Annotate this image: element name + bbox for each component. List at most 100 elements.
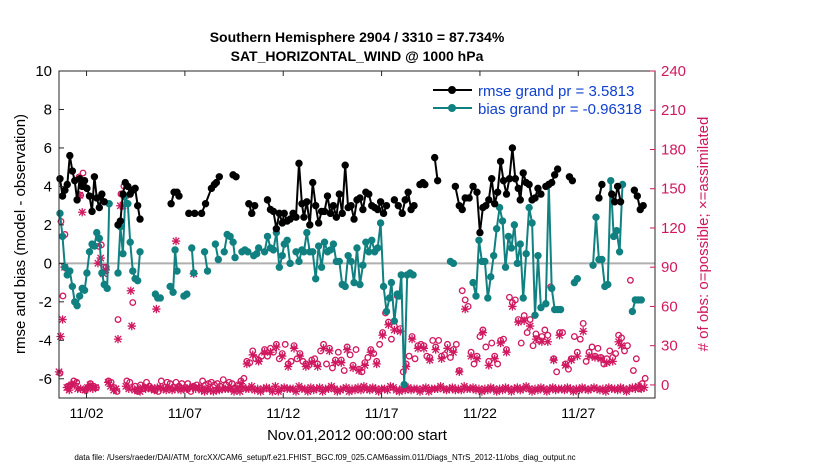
rmse-point	[401, 196, 409, 204]
obs-assimilated-point	[390, 325, 399, 335]
obs-assimilated-point	[362, 384, 371, 394]
rmse-point	[410, 201, 418, 210]
obs-assimilated-point	[480, 384, 490, 394]
rmse-point	[90, 173, 99, 181]
rmse-point	[311, 201, 320, 210]
obs-assimilated-point	[595, 385, 605, 395]
obs-assimilated-point	[425, 355, 434, 365]
plot-area	[59, 71, 655, 398]
obs-assimilated-point	[278, 351, 287, 361]
right-y-tick-label: 210	[661, 102, 686, 119]
rmse-line-segment	[610, 185, 622, 203]
rmse-point	[80, 176, 89, 185]
obs-possible-point	[523, 329, 531, 337]
bias-point	[615, 248, 624, 256]
axes-frame	[58, 70, 656, 399]
obs-assimilated-point	[70, 379, 79, 388]
rmse-point	[124, 182, 132, 191]
obs-assimilated-point	[289, 344, 299, 353]
obs-assimilated-point	[510, 384, 519, 394]
bias-point	[200, 248, 209, 256]
obs-assimilated-point	[490, 354, 499, 363]
right-y-axis-label: # of obs: o=possible; ×=assimilated	[695, 117, 712, 352]
obs-possible-point	[461, 296, 469, 304]
obs-possible-point	[511, 296, 519, 304]
rmse-point	[272, 225, 281, 233]
bias-point	[133, 276, 142, 285]
bias-point	[598, 255, 606, 264]
bias-point	[286, 259, 294, 268]
rmse-point	[553, 165, 562, 173]
bias-point	[373, 244, 382, 252]
bias-point	[376, 219, 385, 227]
bias-point	[335, 257, 343, 266]
bias-point	[481, 257, 489, 266]
obs-assimilated-point	[579, 327, 588, 336]
left-y-axis-ticks: -6 -4 -2 0 2 4 6 8 10	[35, 63, 64, 388]
bias-point	[607, 176, 615, 185]
rmse-point	[98, 190, 106, 198]
rmse-point	[338, 209, 346, 218]
bias-point	[347, 257, 355, 266]
bias-point	[612, 226, 621, 235]
obs-possible-point	[482, 343, 490, 351]
obs-assimilated-point	[451, 385, 460, 395]
rmse-point	[613, 182, 622, 191]
rmse-point	[639, 201, 647, 210]
rmse-point	[335, 190, 343, 198]
obs-assimilated-point	[266, 348, 275, 357]
obs-assimilated-point	[543, 337, 552, 346]
rmse-point	[451, 182, 460, 191]
bias-point	[136, 248, 144, 256]
rmse-point	[303, 198, 311, 206]
bias-point	[275, 263, 284, 271]
rmse-point	[356, 194, 364, 202]
left-y-tick-label: -6	[39, 371, 52, 388]
rmse-point	[469, 182, 477, 191]
obs-assimilated-point	[109, 385, 118, 395]
rmse-point	[465, 194, 473, 202]
obs-assimilated-point	[596, 354, 606, 363]
obs-possible-point	[629, 367, 637, 374]
obs-assimilated-point	[159, 384, 168, 394]
rmse-point	[537, 190, 545, 198]
rmse-point	[167, 200, 175, 208]
obs-assimilated-point	[118, 201, 128, 210]
rmse-point	[326, 209, 335, 218]
right-y-tick-label: 120	[661, 220, 686, 237]
rmse-point	[531, 194, 539, 202]
right-y-tick-label: 90	[661, 259, 678, 276]
x-axis-ticks: 11/02 11/07 11/12 11/17 11/22 11/27	[70, 71, 595, 421]
obs-assimilated-point	[567, 355, 576, 365]
bias-point	[231, 253, 239, 262]
obs-assimilated-point	[339, 384, 348, 394]
obs-assimilated-point	[384, 320, 393, 329]
obs-assimilated-point	[247, 382, 256, 391]
bias-point	[326, 246, 335, 254]
left-y-tick-label: 2	[44, 217, 52, 234]
left-y-tick-label: 6	[44, 140, 52, 157]
bias-point	[73, 301, 81, 310]
obs-assimilated-point	[508, 302, 517, 311]
obs-assimilated-point	[561, 361, 570, 370]
x-tick-label: 11/17	[365, 405, 399, 421]
obs-possible-point	[488, 339, 496, 347]
obs-assimilated-point	[93, 259, 103, 268]
x-tick-label: 11/22	[463, 405, 497, 421]
bias-point	[495, 203, 504, 212]
obs-assimilated-point	[312, 384, 321, 394]
obs-assimilated-point	[413, 344, 423, 353]
rmse-point	[490, 200, 499, 208]
left-y-tick-label: -2	[39, 294, 52, 311]
obs-assimilated-point	[101, 265, 110, 274]
x-axis-label: Nov.01,2012 00:00:00 start	[267, 427, 448, 444]
bias-point	[156, 294, 165, 302]
bias-point	[83, 269, 91, 277]
right-y-tick-label: 240	[661, 63, 686, 80]
obs-assimilated-point	[549, 355, 558, 365]
bias-point	[510, 221, 519, 229]
bias-point	[56, 209, 64, 218]
obs-assimilated-point	[484, 361, 493, 370]
bias-point	[129, 267, 137, 275]
